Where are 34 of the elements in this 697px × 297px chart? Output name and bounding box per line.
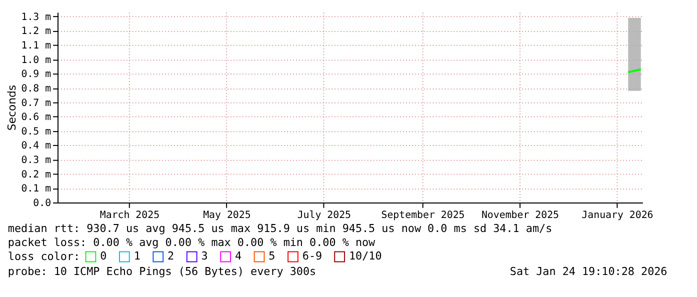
y-axis-title: Seconds [5,84,18,131]
y-tick-label: 0.4 m [21,140,52,152]
x-tick-label: May 2025 [203,210,251,221]
legend-label: 3 [201,250,208,263]
legend-title: loss color: [8,250,80,263]
legend-label: 5 [268,250,276,263]
y-tick-label: 0.0 [33,198,52,209]
y-tick-label: 0.3 m [21,155,52,166]
y-tick-label: 0.8 m [21,83,52,94]
y-tick-label: 0.9 m [21,69,52,80]
y-tick-label: 1.3 m [21,12,52,23]
y-tick-label: 0.7 m [21,98,52,109]
y-tick-label: 0.1 m [21,184,52,195]
y-tick-label: 0.5 m [21,126,52,138]
y-tick-label: 1.1 m [21,40,52,52]
y-tick-label: 1.0 m [21,54,52,66]
y-tick-label: 0.6 m [21,112,52,124]
x-tick-label: September 2025 [381,210,465,221]
text: Sat Jan 24 19:10:28 2026 [510,264,668,278]
text: packet loss: 0.00 % avg 0.00 % max 0.00 % min 0.00 % now [8,236,376,250]
x-tick-label: November 2025 [481,210,560,221]
legend-label: 4 [234,250,242,263]
x-tick-label: March 2025 [100,210,160,221]
y-tick-label: 1.2 m [21,26,52,38]
legend-label: 0 [100,250,107,263]
x-tick-label: January 2026 [582,210,654,221]
text: median rtt: 930.7 us avg 945.5 us max 915.9 us min 945.5 us now 0.0 ms sd 34.1 am/s [8,222,552,236]
legend-label: 2 [168,250,174,263]
x-tick-label: July 2025 [297,210,352,221]
legend-label: 10/10 [348,250,382,263]
text: probe: 10 ICMP Echo Pings (56 Bytes) every 300s [8,264,316,278]
legend-label: 1 [134,250,140,263]
legend-label: 6-9 [302,250,322,263]
y-tick-label: 0.2 m [21,169,52,180]
